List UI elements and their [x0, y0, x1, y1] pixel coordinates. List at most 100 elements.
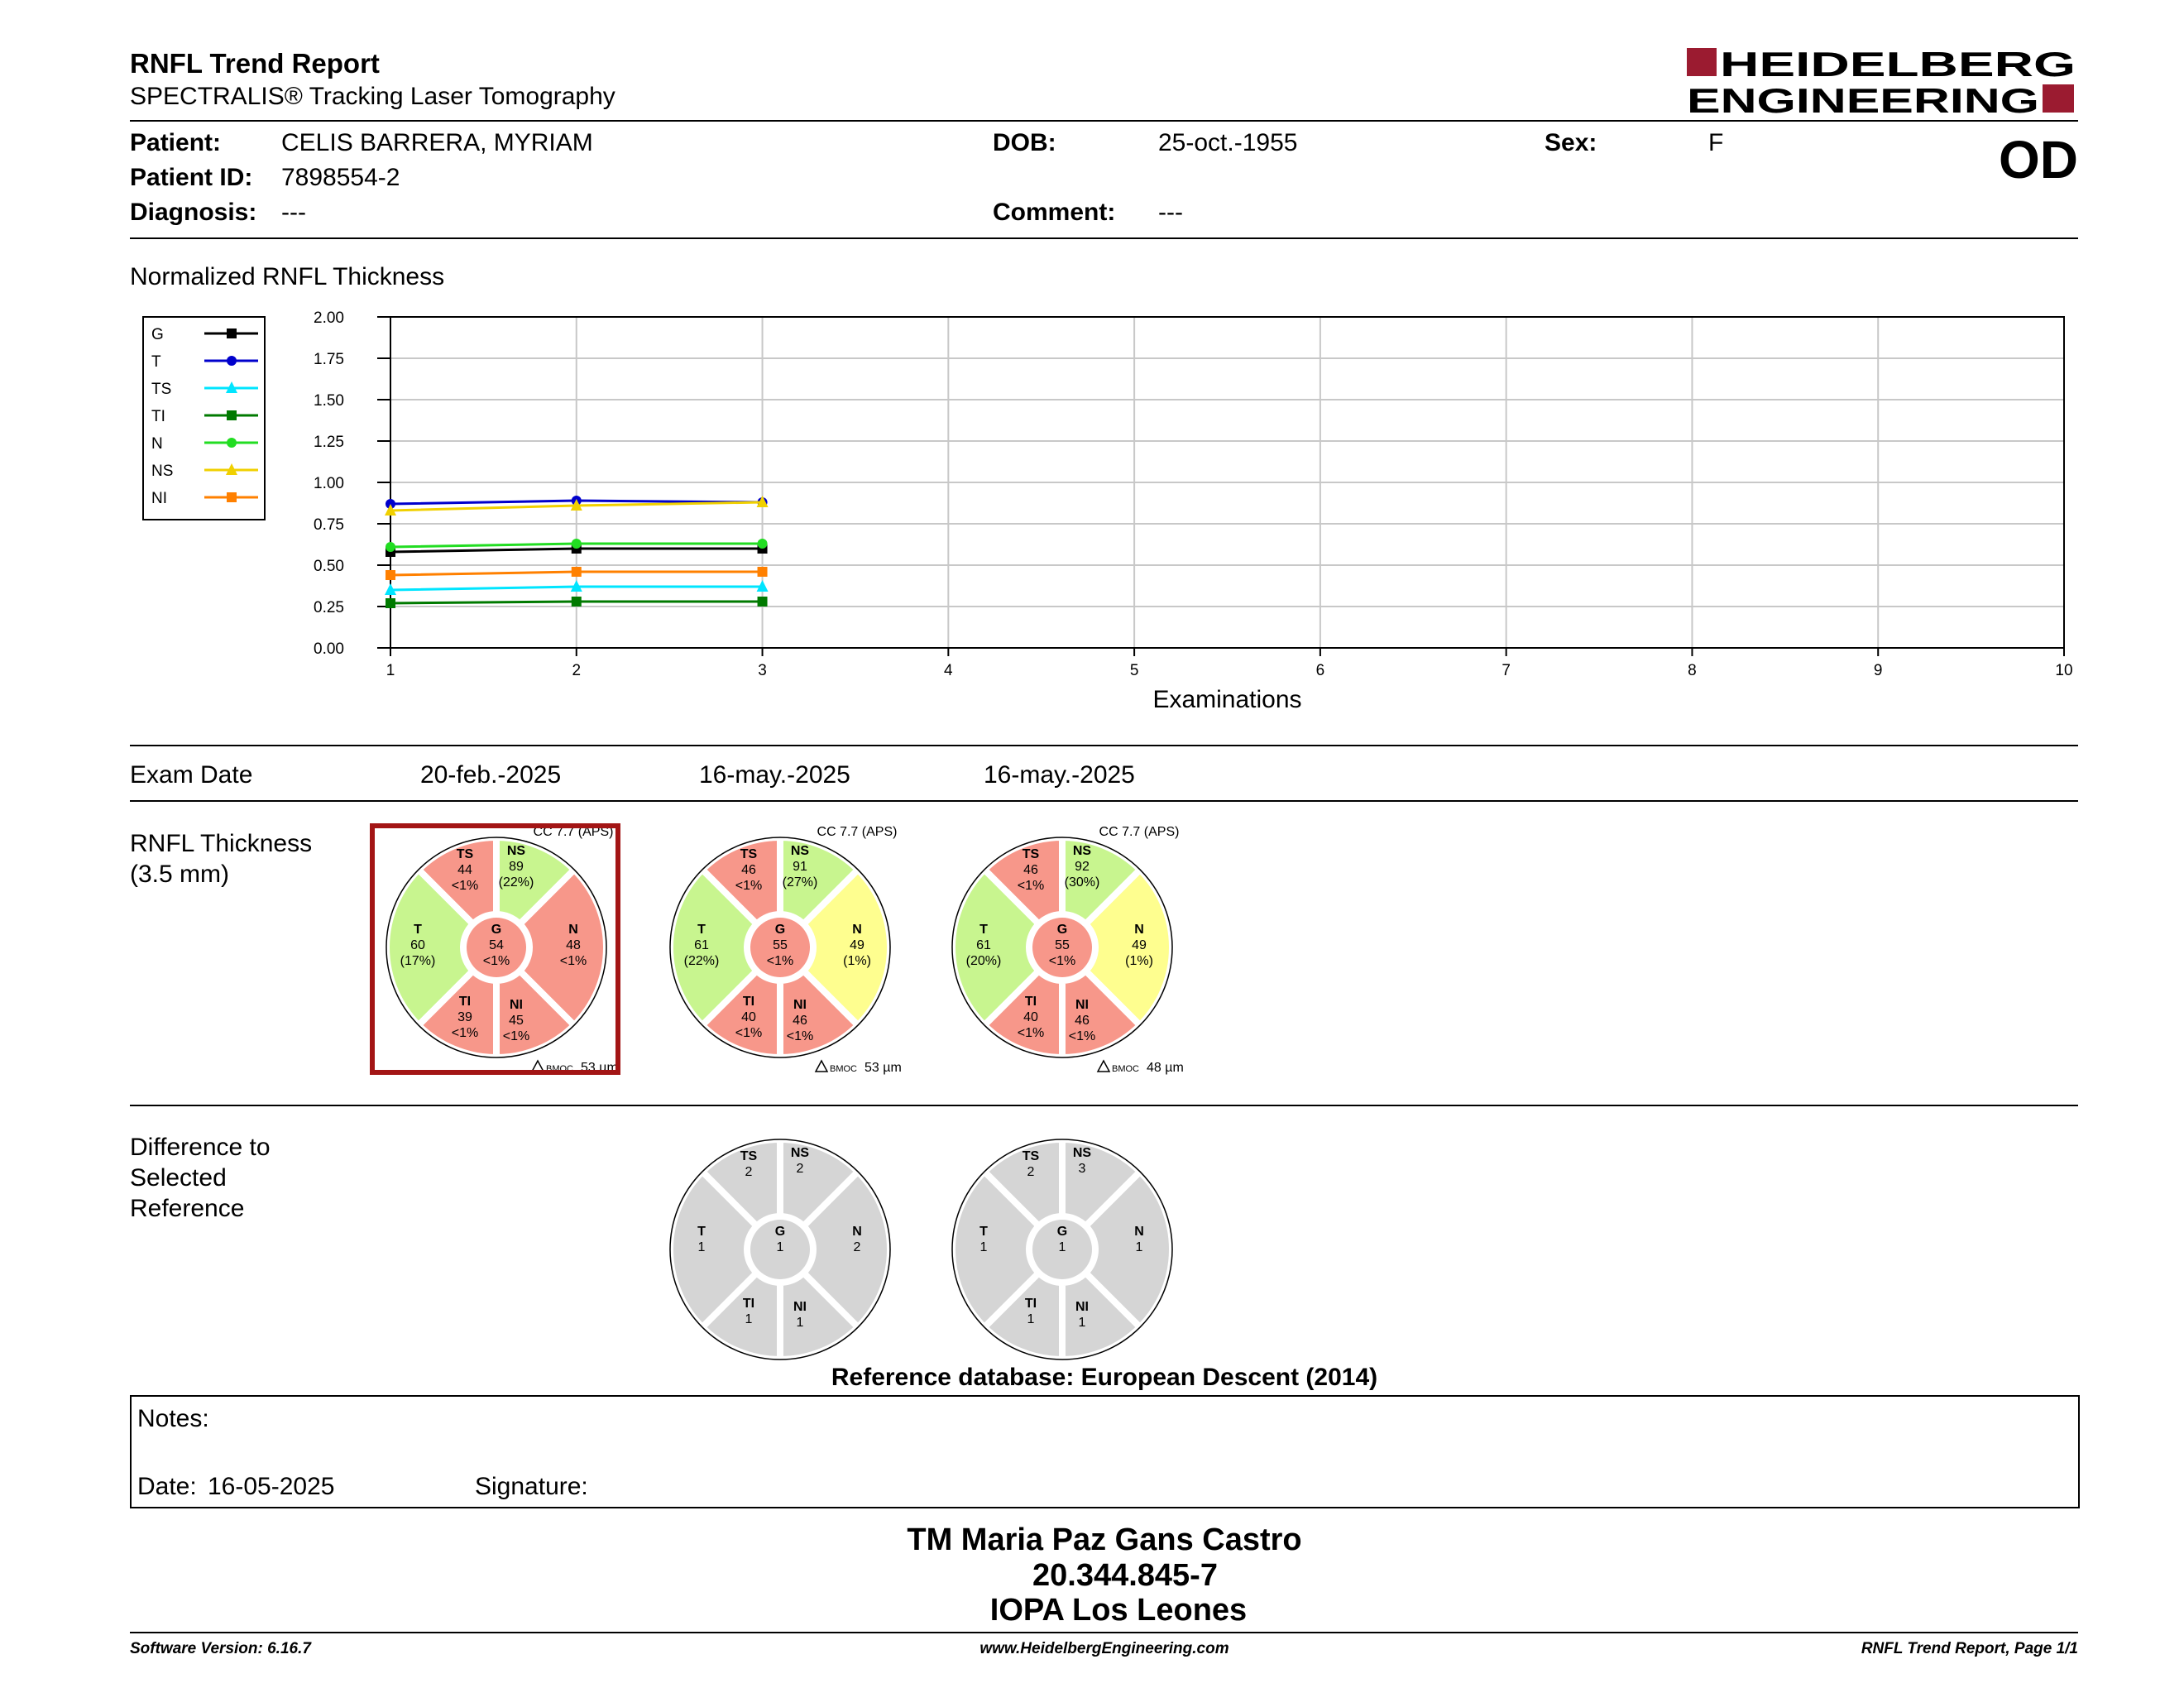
- date-label: Date:: [137, 1473, 197, 1500]
- circle-edge: [669, 837, 891, 1058]
- sector-value-t: 61: [694, 938, 709, 952]
- signature-label: Signature:: [475, 1473, 588, 1500]
- sector-label-g: G: [1057, 923, 1067, 937]
- trend-chart-svg: 0.00 0.25 0.50 0.75 1.00 1.25 1.50 1.75 2.00 1 2 3 4…: [142, 309, 2073, 713]
- notes-box: Notes: Date: 16-05-2025 Signature:: [130, 1395, 2080, 1508]
- legend-box: [142, 316, 266, 520]
- sector-label-g: G: [775, 923, 785, 937]
- legend-label-g: G: [151, 326, 164, 343]
- legend-marker-n: [227, 438, 237, 448]
- sector-value-ti: 39: [457, 1010, 472, 1024]
- sector-label-ti: TI: [1025, 995, 1037, 1009]
- sector-pct-ts: <1%: [735, 879, 762, 893]
- legend-marker-ns: [226, 463, 237, 475]
- y-tick-label: 1.25: [314, 434, 344, 451]
- sector-value-ns: 2: [797, 1162, 804, 1176]
- sector-value-n: 49: [850, 938, 864, 952]
- cc-label: CC 7.7 (APS): [817, 825, 898, 839]
- x-tick-label: 3: [758, 662, 767, 679]
- website-link[interactable]: www.HeidelbergEngineering.com: [979, 1640, 1229, 1657]
- sector-value-ni: 1: [797, 1316, 804, 1330]
- data-point-ts: [756, 580, 769, 592]
- data-point-n: [571, 539, 582, 549]
- date-value: 16-05-2025: [208, 1473, 335, 1500]
- sector-pct-ni: <1%: [787, 1029, 813, 1043]
- signer-institution: IOPA Los Leones: [989, 1593, 1248, 1628]
- data-point-ti: [757, 597, 768, 607]
- data-point-ts: [570, 580, 582, 592]
- thickness-sublabel: (3.5 mm): [130, 861, 229, 888]
- sector-pct-t: (17%): [400, 954, 436, 968]
- exam-date-label: Exam Date: [130, 761, 253, 789]
- sector-value-ts: 46: [741, 863, 756, 877]
- data-point-n: [386, 542, 395, 552]
- legend-label-t: T: [151, 353, 161, 371]
- sector-value-ns: 91: [793, 860, 807, 874]
- comment-label: Comment:: [993, 199, 1116, 226]
- sector-value-ti: 40: [741, 1010, 756, 1024]
- sector-label-n: N: [1134, 1225, 1144, 1239]
- sector-pct-g: <1%: [767, 954, 793, 968]
- comment-value: ---: [1158, 199, 1183, 226]
- sector-value-g: 55: [773, 938, 788, 952]
- x-tick-label: 8: [1688, 662, 1697, 679]
- sector-label-ts: TS: [1023, 1149, 1040, 1163]
- series-ti: [386, 597, 768, 608]
- legend-label-ni: NI: [151, 490, 167, 507]
- signer-name: TM Maria Paz Gans Castro: [907, 1523, 1302, 1557]
- sector-g: [1032, 1220, 1092, 1279]
- sector-label-n: N: [568, 923, 578, 937]
- report-subtitle: SPECTRALIS® Tracking Laser Tomography: [130, 83, 615, 110]
- sector-pct-ns: (27%): [783, 875, 818, 890]
- sector-label-g: G: [775, 1225, 785, 1239]
- legend-label-ns: NS: [151, 463, 173, 480]
- sector-value-t: 61: [976, 938, 991, 952]
- sector-pct-ti: <1%: [735, 1026, 762, 1040]
- sector-value-ns: 3: [1079, 1162, 1086, 1176]
- thickness-label: RNFL Thickness: [130, 830, 313, 857]
- dob-label: DOB:: [993, 129, 1056, 156]
- legend-label-n: N: [151, 435, 163, 453]
- series-ts: [385, 580, 769, 595]
- report-title: RNFL Trend Report: [130, 48, 380, 79]
- y-tick-label: 1.75: [314, 351, 344, 368]
- patient-label: Patient:: [130, 129, 222, 156]
- series-ni: [386, 567, 768, 580]
- sector-value-n: 2: [854, 1240, 861, 1254]
- circle-edge: [951, 837, 1173, 1058]
- logo-square-bottom: [2043, 84, 2074, 113]
- data-point-ni: [757, 567, 768, 577]
- bmoc-value: 48 µm: [1147, 1061, 1184, 1075]
- sector-pct-ti: <1%: [452, 1026, 478, 1040]
- x-tick-label: 10: [2055, 662, 2072, 679]
- sector-value-ts: 2: [1027, 1165, 1035, 1179]
- circle-edge: [669, 1139, 891, 1360]
- sector-label-ns: NS: [791, 844, 810, 858]
- legend-marker-g: [227, 328, 237, 338]
- sector-value-ti: 1: [745, 1312, 753, 1326]
- bmoc-triangle-icon: [814, 1059, 829, 1072]
- sector-label-ts: TS: [740, 847, 758, 861]
- difference-label-1: Difference to: [130, 1134, 271, 1161]
- signer-rut: 20.344.845-7: [1032, 1558, 1218, 1593]
- sector-label-ni: NI: [793, 1300, 807, 1314]
- cc-label: CC 7.7 (APS): [1099, 825, 1180, 839]
- sector-value-ni: 1: [1079, 1316, 1086, 1330]
- thickness-circle-2: TS46<1%NS91(27%)T61(22%)N49(1%)TI40<1%NI…: [666, 825, 902, 1075]
- sector-g: [1032, 918, 1092, 977]
- sector-value-n: 48: [566, 938, 581, 952]
- sector-label-ni: NI: [1075, 1300, 1089, 1314]
- sector-label-g: G: [1057, 1225, 1067, 1239]
- sector-label-ns: NS: [1073, 1146, 1092, 1160]
- diagnosis-value: ---: [281, 199, 306, 226]
- sector-pct-t: (22%): [684, 954, 720, 968]
- sector-g: [750, 918, 810, 977]
- reference-database: Reference database: European Descent (20…: [831, 1364, 1378, 1391]
- patient-id: 7898554-2: [281, 164, 400, 191]
- y-tick-label: 1.00: [314, 475, 344, 492]
- sector-pct-ts: <1%: [1018, 879, 1044, 893]
- sector-label-ni: NI: [1075, 998, 1089, 1012]
- sector-label-t: T: [414, 923, 422, 937]
- sector-value-t: 60: [410, 938, 425, 952]
- sector-label-ns: NS: [791, 1146, 810, 1160]
